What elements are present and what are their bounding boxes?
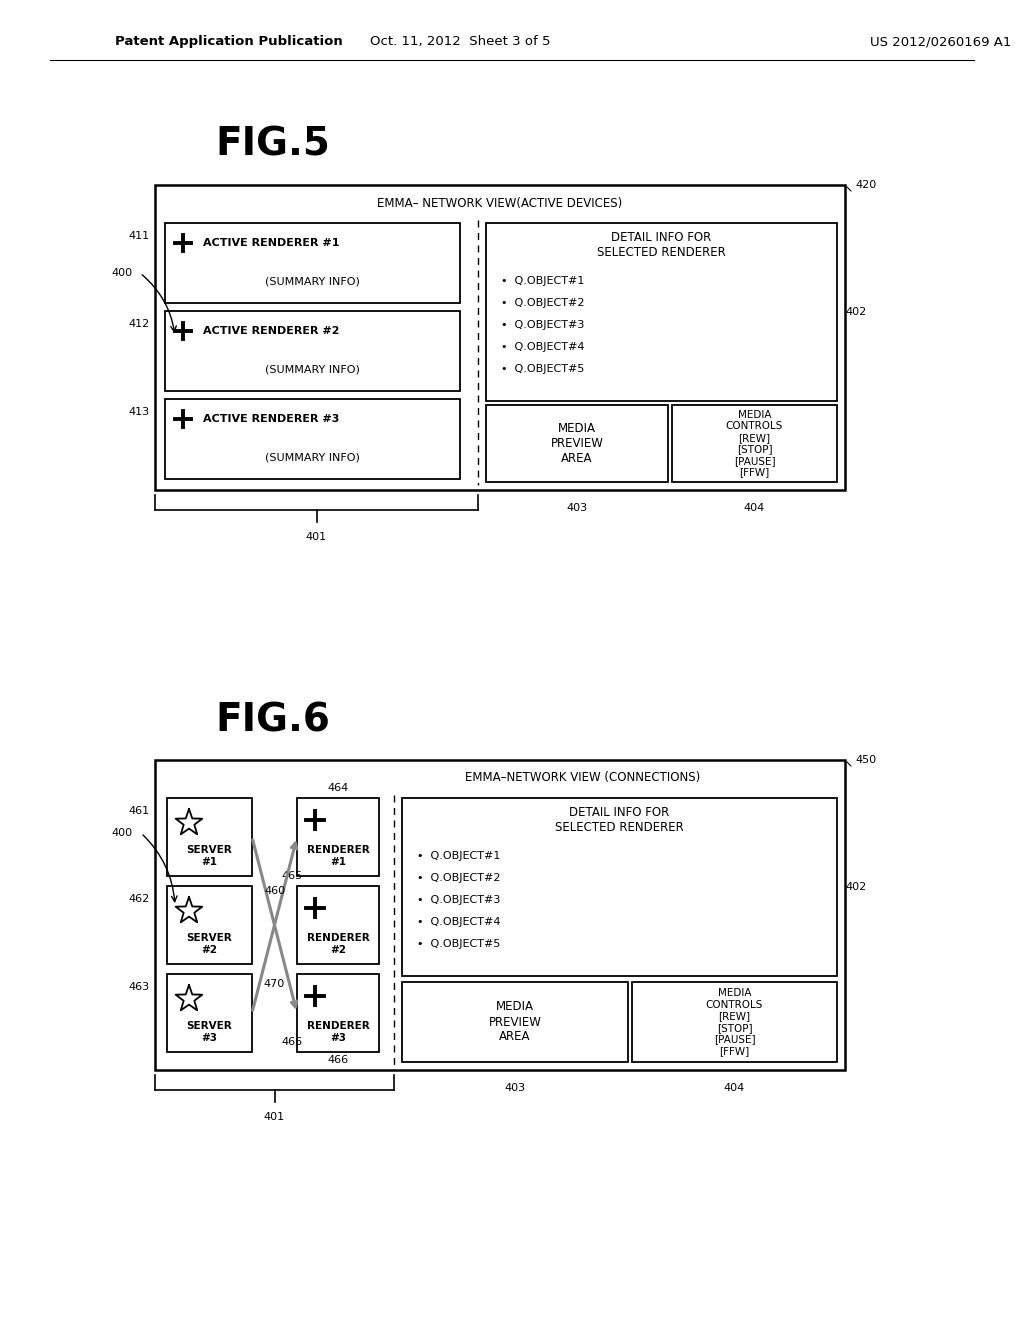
- Text: MEDIA
CONTROLS
[REW]
[STOP]
[PAUSE]
[FFW]: MEDIA CONTROLS [REW] [STOP] [PAUSE] [FFW…: [726, 409, 783, 478]
- Text: MEDIA
PREVIEW
AREA: MEDIA PREVIEW AREA: [551, 422, 603, 465]
- Bar: [165, 223, 460, 304]
- Text: 400: 400: [112, 828, 133, 838]
- Bar: [167, 974, 252, 1052]
- Bar: [297, 886, 379, 964]
- Text: US 2012/0260169 A1: US 2012/0260169 A1: [870, 36, 1012, 49]
- Text: RENDERER
#2: RENDERER #2: [306, 933, 370, 954]
- Text: 401: 401: [306, 532, 327, 543]
- Bar: [402, 799, 837, 975]
- Text: SERVER
#1: SERVER #1: [186, 845, 232, 867]
- Bar: [297, 974, 379, 1052]
- Text: EMMA–NETWORK VIEW (CONNECTIONS): EMMA–NETWORK VIEW (CONNECTIONS): [465, 771, 700, 784]
- Text: •  Q.OBJECT#5: • Q.OBJECT#5: [417, 939, 501, 949]
- Bar: [486, 405, 668, 482]
- Text: •  Q.OBJECT#1: • Q.OBJECT#1: [417, 851, 501, 861]
- Text: Oct. 11, 2012  Sheet 3 of 5: Oct. 11, 2012 Sheet 3 of 5: [370, 36, 550, 49]
- Text: 412: 412: [129, 319, 150, 329]
- Text: 466: 466: [282, 1038, 302, 1047]
- Bar: [486, 223, 837, 401]
- Text: FIG.5: FIG.5: [215, 125, 330, 164]
- Text: •  Q.OBJECT#3: • Q.OBJECT#3: [417, 895, 501, 906]
- Bar: [165, 399, 460, 479]
- Text: •  Q.OBJECT#3: • Q.OBJECT#3: [501, 319, 585, 330]
- Text: 465: 465: [282, 871, 302, 880]
- Text: 413: 413: [129, 407, 150, 417]
- Text: MEDIA
PREVIEW
AREA: MEDIA PREVIEW AREA: [488, 1001, 542, 1044]
- Text: 466: 466: [328, 1055, 348, 1065]
- Text: DETAIL INFO FOR
SELECTED RENDERER: DETAIL INFO FOR SELECTED RENDERER: [555, 807, 684, 834]
- Text: (SUMMARY INFO): (SUMMARY INFO): [265, 451, 360, 462]
- Text: 463: 463: [129, 982, 150, 993]
- Bar: [632, 982, 837, 1063]
- Text: 404: 404: [724, 1082, 745, 1093]
- Text: SERVER
#3: SERVER #3: [186, 1022, 232, 1043]
- Text: •  Q.OBJECT#4: • Q.OBJECT#4: [501, 342, 585, 352]
- Bar: [155, 185, 845, 490]
- Bar: [297, 799, 379, 876]
- Text: 402: 402: [845, 308, 866, 317]
- Text: •  Q.OBJECT#1: • Q.OBJECT#1: [501, 276, 585, 286]
- Text: 401: 401: [264, 1111, 285, 1122]
- Text: 470: 470: [264, 979, 285, 989]
- Text: •  Q.OBJECT#2: • Q.OBJECT#2: [417, 873, 501, 883]
- Text: 461: 461: [129, 807, 150, 816]
- Bar: [167, 886, 252, 964]
- Text: ACTIVE RENDERER #2: ACTIVE RENDERER #2: [203, 326, 340, 337]
- Text: •  Q.OBJECT#2: • Q.OBJECT#2: [501, 298, 585, 308]
- Text: 404: 404: [743, 503, 765, 513]
- Text: FIG.6: FIG.6: [215, 701, 330, 739]
- Bar: [672, 405, 837, 482]
- Text: •  Q.OBJECT#5: • Q.OBJECT#5: [501, 364, 585, 374]
- Text: Patent Application Publication: Patent Application Publication: [115, 36, 343, 49]
- Text: 403: 403: [566, 503, 588, 513]
- Text: RENDERER
#3: RENDERER #3: [306, 1022, 370, 1043]
- Text: EMMA– NETWORK VIEW(ACTIVE DEVICES): EMMA– NETWORK VIEW(ACTIVE DEVICES): [378, 197, 623, 210]
- Text: DETAIL INFO FOR
SELECTED RENDERER: DETAIL INFO FOR SELECTED RENDERER: [597, 231, 726, 259]
- Text: SERVER
#2: SERVER #2: [186, 933, 232, 954]
- Text: ACTIVE RENDERER #1: ACTIVE RENDERER #1: [203, 238, 340, 248]
- Text: 411: 411: [129, 231, 150, 242]
- Text: 402: 402: [845, 882, 866, 892]
- Bar: [167, 799, 252, 876]
- Text: (SUMMARY INFO): (SUMMARY INFO): [265, 276, 360, 286]
- Text: 420: 420: [855, 180, 877, 190]
- Text: ACTIVE RENDERER #3: ACTIVE RENDERER #3: [203, 414, 339, 424]
- Text: RENDERER
#1: RENDERER #1: [306, 845, 370, 867]
- Bar: [402, 982, 628, 1063]
- Text: 450: 450: [855, 755, 877, 766]
- Text: 462: 462: [129, 894, 150, 904]
- Text: 464: 464: [328, 783, 348, 793]
- Text: 403: 403: [505, 1082, 525, 1093]
- Text: (SUMMARY INFO): (SUMMARY INFO): [265, 364, 360, 374]
- Text: 400: 400: [112, 268, 133, 279]
- Bar: [165, 312, 460, 391]
- Text: MEDIA
CONTROLS
[REW]
[STOP]
[PAUSE]
[FFW]: MEDIA CONTROLS [REW] [STOP] [PAUSE] [FFW…: [706, 987, 763, 1056]
- Text: 460: 460: [264, 886, 286, 896]
- Text: •  Q.OBJECT#4: • Q.OBJECT#4: [417, 917, 501, 927]
- Bar: [155, 760, 845, 1071]
